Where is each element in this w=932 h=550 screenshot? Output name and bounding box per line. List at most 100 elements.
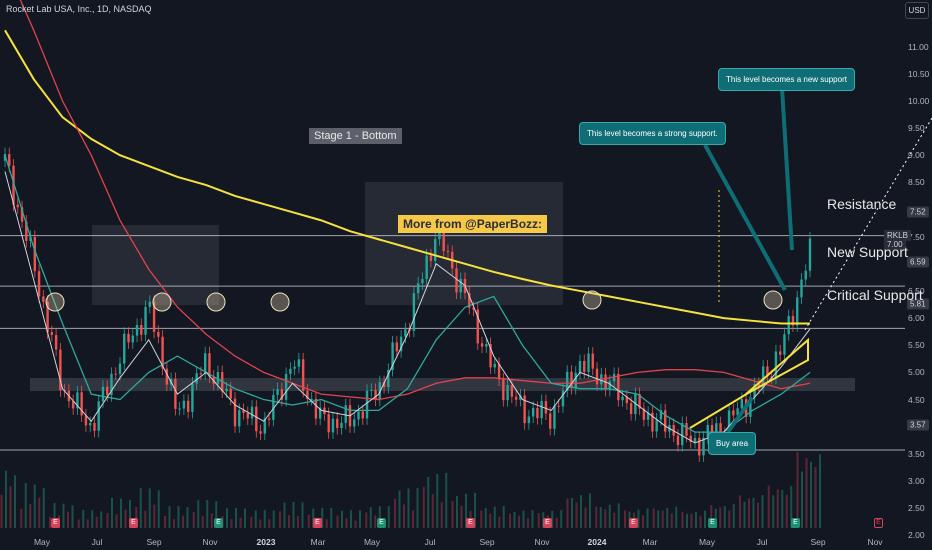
- volume-bar: [666, 508, 669, 528]
- candle-body: [412, 293, 416, 331]
- candle-body: [536, 407, 539, 419]
- x-tick-label: Jul: [756, 537, 768, 547]
- candle-body: [84, 415, 88, 426]
- candle-body: [612, 373, 616, 382]
- candle-body: [566, 371, 569, 391]
- volume-bar: [239, 517, 242, 528]
- candle-body: [399, 336, 403, 352]
- candle-body: [681, 423, 684, 446]
- earnings-icon[interactable]: E: [629, 518, 638, 528]
- candle-body: [468, 293, 471, 308]
- ma-line-sma50[interactable]: [4, 155, 811, 433]
- ma-line-sma200[interactable]: [4, 29, 810, 325]
- volume-bar: [250, 516, 253, 528]
- y-tick-label: 8.50: [908, 177, 925, 188]
- candle-body: [800, 279, 803, 298]
- candle-body: [135, 325, 139, 336]
- ma-line-sma20[interactable]: [4, 171, 811, 444]
- ma-line-sma100[interactable]: [5, 0, 811, 401]
- candle-body: [161, 336, 164, 369]
- candle-body: [387, 370, 390, 387]
- volume-bar: [135, 507, 138, 528]
- candle-body: [455, 268, 458, 293]
- earnings-icon[interactable]: E: [51, 518, 60, 528]
- volume-bar: [427, 476, 430, 528]
- volume-bar: [144, 510, 147, 528]
- volume-bar: [719, 507, 722, 528]
- candle-body: [174, 379, 177, 409]
- earnings-icon[interactable]: E: [708, 518, 717, 528]
- volume-bar: [157, 490, 160, 528]
- volume-bar: [743, 501, 746, 528]
- candle-body: [242, 410, 245, 414]
- volume-bar: [776, 489, 779, 528]
- volume-bar: [604, 509, 607, 528]
- candle-body: [578, 361, 582, 373]
- candle-body: [318, 407, 322, 419]
- candle-body: [293, 366, 296, 369]
- candle-body: [123, 333, 126, 364]
- volume-bar: [675, 506, 678, 528]
- y-tick-label: 5.50: [908, 340, 925, 351]
- candle-body: [259, 431, 262, 434]
- earnings-icon[interactable]: E: [214, 518, 223, 528]
- candle-body: [365, 390, 369, 419]
- candle-body: [361, 411, 364, 419]
- candle-body: [659, 410, 663, 420]
- candle-body: [276, 389, 279, 395]
- candle-body: [608, 381, 612, 390]
- candle-body: [216, 372, 220, 384]
- candle-body: [157, 331, 160, 337]
- volume-bar: [810, 461, 812, 528]
- x-tick-label: Mar: [310, 537, 326, 547]
- volume-bar: [624, 510, 626, 528]
- earnings-icon[interactable]: E: [129, 518, 138, 528]
- candle-body: [421, 279, 424, 284]
- candle-body: [42, 296, 45, 302]
- y-tick-label: 5.00: [908, 367, 925, 378]
- candle-body: [101, 386, 105, 402]
- y-tick-label: 11.00: [908, 41, 929, 52]
- earnings-icon[interactable]: E: [543, 518, 552, 528]
- candle-body: [97, 401, 100, 431]
- candle-body: [140, 325, 143, 335]
- earnings-icon[interactable]: E: [377, 518, 386, 528]
- candle-body: [548, 413, 552, 429]
- volume-bar: [283, 502, 286, 528]
- candle-body: [531, 407, 535, 417]
- volume-bar: [91, 510, 94, 528]
- candle-body: [144, 306, 147, 335]
- currency-badge[interactable]: USD: [905, 2, 929, 19]
- candle-body: [114, 373, 117, 375]
- volume-bar: [403, 504, 405, 528]
- earnings-icon[interactable]: E: [791, 518, 800, 528]
- resistance-label: Resistance: [827, 196, 897, 212]
- volume-bar: [398, 490, 401, 528]
- candle-body: [638, 394, 641, 409]
- candle-body: [80, 392, 83, 416]
- volume-bar: [728, 510, 731, 528]
- earnings-icon[interactable]: E: [874, 518, 883, 528]
- symbol-header: Rocket Lab USA, Inc., 1D, NASDAQ: [6, 4, 152, 14]
- candle-body: [689, 435, 692, 442]
- volume-bar: [551, 510, 554, 528]
- volume-bar: [67, 511, 69, 528]
- candle-body: [71, 401, 75, 409]
- price-label-rklb: RKLB 7.00: [884, 230, 932, 250]
- candle-body: [634, 394, 637, 415]
- candle-body: [395, 342, 399, 352]
- candle-body: [340, 422, 343, 429]
- candle-body: [719, 423, 722, 434]
- candle-body: [774, 351, 778, 378]
- earnings-icon[interactable]: E: [313, 518, 322, 528]
- x-tick-label: Jul: [91, 537, 103, 547]
- earnings-icon[interactable]: E: [466, 518, 475, 528]
- volume-bar: [111, 498, 113, 528]
- candle-body: [476, 309, 479, 344]
- volume-bar: [575, 502, 578, 528]
- volume-bar: [416, 488, 419, 528]
- volume-bar: [288, 515, 290, 528]
- candle-body: [353, 419, 356, 427]
- candle-body: [382, 382, 386, 387]
